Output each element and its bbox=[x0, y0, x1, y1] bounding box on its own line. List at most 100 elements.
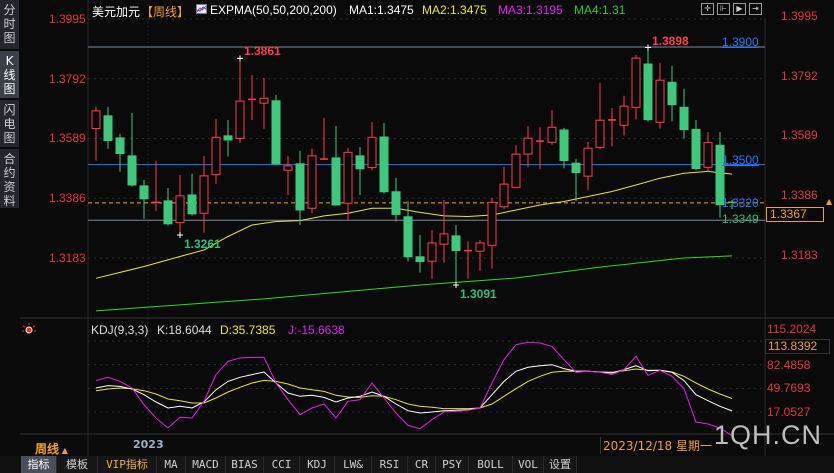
candle bbox=[415, 235, 425, 273]
candle-body bbox=[451, 235, 461, 252]
candle bbox=[271, 94, 281, 165]
candle bbox=[391, 177, 401, 222]
kdj-d-value: D:35.7385 bbox=[220, 323, 276, 337]
candle bbox=[608, 108, 616, 147]
indicator-tab[interactable]: MA bbox=[157, 456, 186, 473]
indicator-tab[interactable]: RSI bbox=[372, 456, 408, 473]
candle-body bbox=[655, 79, 665, 123]
candle-body bbox=[511, 153, 521, 188]
candle bbox=[679, 88, 689, 139]
extreme-marker bbox=[453, 282, 459, 289]
candle-body bbox=[211, 136, 221, 176]
ma1-line bbox=[95, 170, 733, 279]
candle bbox=[259, 77, 269, 129]
candle-body bbox=[643, 63, 653, 121]
indicator-tab[interactable]: MACD bbox=[186, 456, 226, 473]
candle bbox=[307, 148, 317, 213]
candle bbox=[295, 150, 305, 226]
symbol-name: 美元加元 bbox=[92, 5, 141, 19]
kdj-j-line bbox=[95, 341, 733, 437]
indicator-tab[interactable]: 指标 bbox=[21, 456, 57, 473]
ma3-value: MA3:1.3195 bbox=[498, 3, 563, 17]
candle-body bbox=[199, 175, 209, 214]
candle bbox=[559, 127, 569, 169]
candle bbox=[595, 82, 605, 150]
sidebar-tab[interactable]: 合约资料 bbox=[0, 149, 19, 209]
left-price-tick: 1.3792 bbox=[49, 71, 86, 86]
period-label[interactable]: 【周线】 bbox=[141, 5, 190, 19]
right-price-tick: 1.3589 bbox=[781, 128, 818, 143]
kdj-current-value: 113.8392 bbox=[765, 339, 830, 354]
candle-body bbox=[139, 185, 149, 200]
candle bbox=[91, 106, 101, 161]
period-selector[interactable]: 周线 ▲ bbox=[35, 440, 68, 457]
candle bbox=[115, 133, 125, 172]
indicator-tab[interactable]: LW& bbox=[335, 456, 372, 473]
scroll-up-icon[interactable]: ▲ bbox=[826, 197, 833, 206]
candle-body bbox=[691, 128, 701, 170]
candle bbox=[223, 119, 233, 157]
candle-body bbox=[259, 97, 269, 104]
candle bbox=[367, 122, 377, 171]
extreme-price-label: 1.3091 bbox=[460, 287, 497, 302]
candle bbox=[536, 127, 544, 170]
candle-body bbox=[595, 119, 605, 148]
extreme-price-label: 1.3898 bbox=[652, 33, 689, 48]
extreme-price-label: 1.3261 bbox=[184, 237, 221, 252]
candle-body bbox=[499, 183, 509, 208]
indicator-tab[interactable]: VOL bbox=[513, 456, 544, 473]
indicator-tab[interactable]: BIAS bbox=[226, 456, 264, 473]
candle-body bbox=[187, 194, 197, 215]
right-price-tick: 1.3792 bbox=[781, 68, 818, 83]
fit-range-icon[interactable]: ⊩ bbox=[717, 3, 730, 15]
kdj-settings-icon[interactable] bbox=[22, 320, 36, 334]
indicator-tab[interactable]: VIP指标 bbox=[98, 456, 157, 473]
kdj-k-line bbox=[95, 364, 733, 414]
candle-body bbox=[175, 195, 185, 224]
candle-body bbox=[571, 162, 581, 174]
candle-body bbox=[415, 256, 425, 263]
candle bbox=[703, 132, 713, 172]
candle bbox=[631, 54, 641, 120]
candle bbox=[199, 155, 209, 233]
right-price-tick: 1.3386 bbox=[781, 188, 818, 203]
play-forward-icon[interactable]: ▶ bbox=[733, 3, 746, 15]
candle-body bbox=[523, 137, 533, 155]
level-label: 1.3900 bbox=[722, 34, 759, 49]
candle-body bbox=[295, 163, 305, 211]
candle-body bbox=[103, 115, 113, 142]
year-label: 2023 bbox=[133, 438, 164, 451]
crosshair-icon[interactable]: ✛ bbox=[701, 3, 714, 15]
candle bbox=[619, 95, 629, 136]
indicator-tab[interactable]: KDJ bbox=[300, 456, 335, 473]
indicator-tab[interactable]: 设置 bbox=[544, 456, 577, 473]
kdj-tick: 115.2024 bbox=[767, 322, 817, 336]
indicator-chart-icon[interactable] bbox=[196, 4, 207, 14]
indicator-tab[interactable]: CR bbox=[408, 456, 436, 473]
candle bbox=[715, 132, 725, 218]
sidebar-tab[interactable]: K线图 bbox=[0, 51, 19, 99]
left-price-tick: 1.3995 bbox=[49, 12, 86, 26]
sidebar-tab[interactable]: 分时图 bbox=[0, 0, 19, 50]
candle bbox=[499, 166, 509, 209]
indicator-tab[interactable]: BOLL bbox=[469, 456, 513, 473]
candle bbox=[691, 119, 701, 171]
jump-to-end-icon[interactable]: ⇥ bbox=[749, 3, 762, 15]
candle bbox=[283, 155, 293, 195]
candle-body bbox=[619, 105, 629, 126]
indicator-tab[interactable]: CCI bbox=[264, 456, 300, 473]
level-label: 1.3320 bbox=[722, 196, 759, 210]
candle bbox=[464, 241, 472, 279]
level-label: 1.3500 bbox=[722, 152, 759, 167]
candle-body bbox=[331, 157, 341, 206]
candle-body bbox=[367, 136, 377, 169]
last-price-box: 1.3367 bbox=[766, 207, 824, 222]
sidebar-tab[interactable]: 闪电图 bbox=[0, 100, 19, 148]
candle bbox=[487, 197, 497, 269]
candle bbox=[728, 199, 736, 210]
candle bbox=[655, 62, 665, 129]
indicator-tab[interactable]: PSY bbox=[436, 456, 469, 473]
indicator-tab[interactable]: 模板 bbox=[57, 456, 98, 473]
